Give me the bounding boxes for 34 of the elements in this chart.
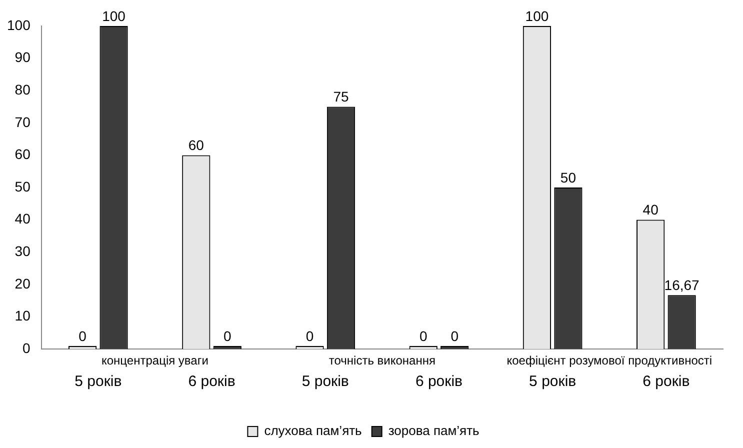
- data-label: 50: [560, 169, 576, 186]
- text: коефіцієнт розумової продуктивності: [506, 353, 712, 368]
- data-label: 75: [333, 88, 349, 105]
- y-tick-label: 20: [14, 275, 31, 292]
- x-tick-label: 5 років: [302, 373, 349, 390]
- x-tick-label: 6 років: [188, 373, 236, 390]
- x-tick-label: 5 років: [74, 373, 122, 390]
- data-label: 0: [419, 328, 428, 344]
- legend-label: слухова пам’ять: [264, 423, 362, 438]
- data-label: 16,67: [664, 277, 700, 294]
- y-tick-label: 50: [14, 178, 31, 194]
- data-label: 0: [78, 328, 87, 344]
- data-label: 60: [188, 137, 204, 154]
- x-tick-label: 5 років: [529, 373, 576, 390]
- y-tick-label: 80: [14, 81, 31, 98]
- data-label: 0: [450, 328, 459, 344]
- y-tick-label: 70: [14, 114, 31, 130]
- x-tick-label: 6 років: [642, 373, 690, 390]
- data-label: 100: [102, 8, 126, 24]
- data-label: 40: [642, 202, 659, 218]
- y-tick-label: 0: [22, 340, 31, 356]
- text: концентрація уваги: [101, 353, 208, 368]
- data-label: 100: [525, 8, 549, 24]
- y-tick-label: 40: [14, 210, 31, 227]
- data-label: 0: [223, 328, 232, 344]
- legend-label: зорова пам’ять: [388, 423, 480, 438]
- y-tick-label: 30: [14, 242, 31, 259]
- y-tick-label: 100: [7, 16, 31, 33]
- text: точність виконання: [328, 353, 436, 368]
- x-tick-label: 6 років: [415, 373, 463, 390]
- y-tick-label: 90: [14, 49, 31, 66]
- y-tick-label: 60: [14, 146, 31, 162]
- y-tick-label: 10: [14, 308, 31, 324]
- data-label: 0: [306, 328, 314, 344]
